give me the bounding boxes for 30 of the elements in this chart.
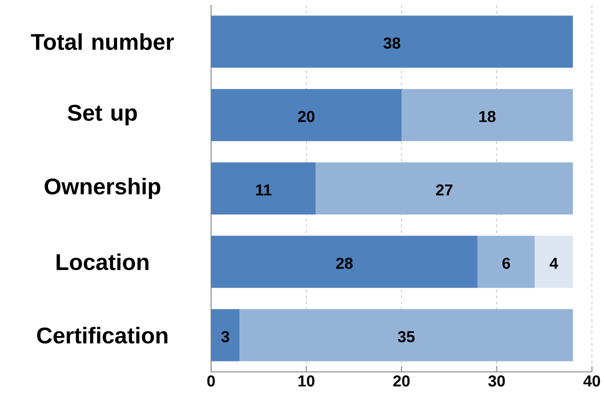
data-label: 3	[221, 331, 230, 342]
bar	[478, 236, 535, 288]
data-label: 6	[502, 258, 510, 270]
data-label: 35	[398, 331, 415, 342]
x-tick-label: 20	[393, 376, 410, 387]
y-tick-label: Set up	[68, 104, 137, 126]
x-tick-label: 30	[488, 376, 505, 387]
y-tick-label: Location	[56, 254, 148, 270]
bar	[211, 162, 316, 215]
x-tick-label: 10	[298, 376, 314, 387]
y-tick-label: Certification	[37, 327, 168, 344]
data-label: 18	[479, 111, 496, 122]
x-tick-label: 0	[207, 376, 215, 387]
y-tick-label: Ownership	[44, 178, 160, 200]
data-label: 20	[298, 111, 314, 122]
data-label: 38	[384, 38, 400, 49]
data-label: 27	[436, 184, 452, 196]
bar	[316, 162, 573, 215]
bar	[211, 309, 240, 362]
x-tick-label: 40	[583, 376, 600, 387]
data-label: 28	[336, 258, 353, 270]
data-label: 11	[256, 184, 272, 196]
bar	[402, 89, 573, 142]
bar	[211, 16, 573, 68]
data-label: 4	[550, 258, 558, 269]
bar	[534, 236, 573, 288]
y-tick-label: Total number	[30, 34, 174, 50]
bar	[211, 89, 402, 142]
bar	[211, 236, 478, 288]
bar	[240, 309, 573, 362]
